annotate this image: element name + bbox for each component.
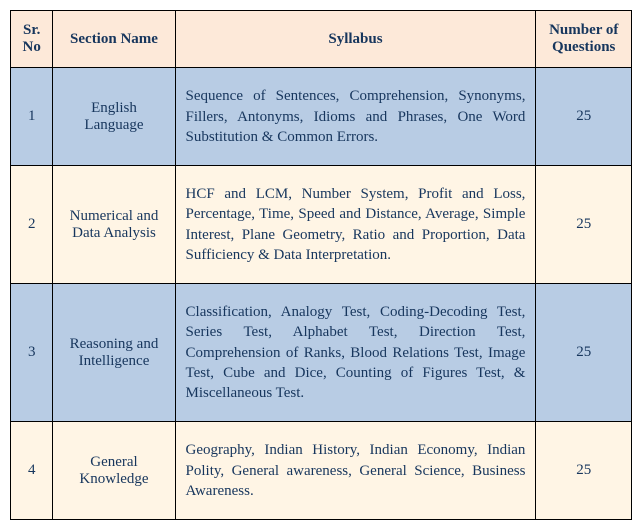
table-row: 3 Reasoning and Intelligence Classificat… [11,284,632,422]
cell-section: Reasoning and Intelligence [53,284,175,422]
cell-sr: 2 [11,166,53,284]
header-section: Section Name [53,11,175,68]
cell-syllabus: Geography, Indian History, Indian Econom… [175,422,536,520]
header-sr: Sr. No [11,11,53,68]
cell-section: Numerical and Data Analysis [53,166,175,284]
header-syllabus: Syllabus [175,11,536,68]
cell-sr: 3 [11,284,53,422]
cell-num: 25 [536,68,632,166]
header-num: Number of Questions [536,11,632,68]
cell-syllabus: Classification, Analogy Test, Coding-Dec… [175,284,536,422]
table-row: 2 Numerical and Data Analysis HCF and LC… [11,166,632,284]
cell-section: English Language [53,68,175,166]
cell-syllabus: HCF and LCM, Number System, Profit and L… [175,166,536,284]
syllabus-table: Sr. No Section Name Syllabus Number of Q… [10,10,632,520]
cell-section: General Knowledge [53,422,175,520]
table-header-row: Sr. No Section Name Syllabus Number of Q… [11,11,632,68]
cell-num: 25 [536,284,632,422]
cell-num: 25 [536,422,632,520]
cell-num: 25 [536,166,632,284]
cell-sr: 4 [11,422,53,520]
cell-syllabus: Sequence of Sentences, Comprehension, Sy… [175,68,536,166]
table-row: 4 General Knowledge Geography, Indian Hi… [11,422,632,520]
table-row: 1 English Language Sequence of Sentences… [11,68,632,166]
cell-sr: 1 [11,68,53,166]
